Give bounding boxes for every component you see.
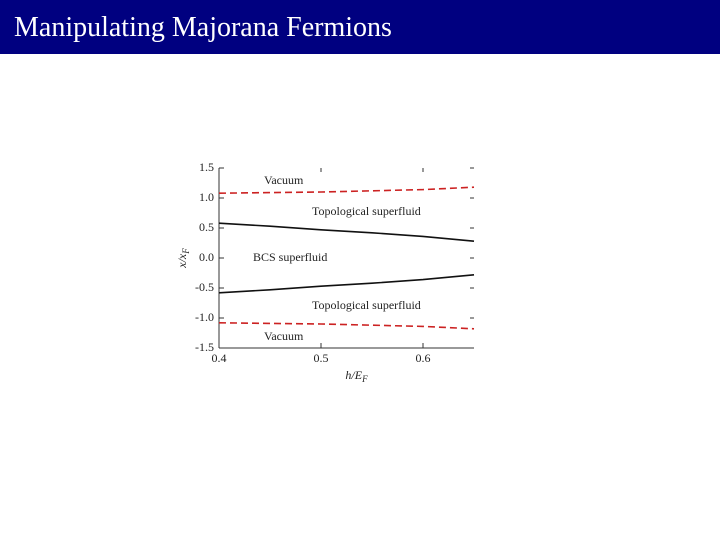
slide-title: Manipulating Majorana Fermions	[14, 12, 392, 43]
x-tick-label: 0.5	[314, 351, 329, 365]
x-tick-label: 0.6	[416, 351, 431, 365]
series-line	[218, 186, 475, 194]
x-axis-label-main: h/E	[345, 368, 362, 382]
y-axis-label-sub: F	[181, 248, 191, 255]
x-tick-label: 0.4	[212, 351, 227, 365]
y-tick-label: 0.0	[199, 250, 214, 264]
x-axis-label: h/EF	[345, 368, 368, 384]
y-tick-label: 1.5	[199, 160, 214, 174]
y-tick-label: -0.5	[195, 280, 214, 294]
region-label: Topological superfluid	[312, 204, 421, 218]
series-line	[218, 322, 475, 330]
y-tick-label: 1.0	[199, 190, 214, 204]
slide-header: Manipulating Majorana Fermions	[0, 0, 720, 54]
region-label: Vacuum	[264, 329, 304, 343]
x-axis-label-sub: F	[361, 374, 368, 384]
region-label: BCS superfluid	[253, 250, 327, 264]
y-axis-label-main: x/x	[175, 253, 189, 269]
region-label: Topological superfluid	[312, 298, 421, 312]
y-tick-label: -1.5	[195, 340, 214, 354]
y-tick-label: -1.0	[195, 310, 214, 324]
series-line	[218, 222, 475, 242]
y-axis-label: x/xF	[175, 248, 191, 269]
region-label: Vacuum	[264, 173, 304, 187]
series-line	[218, 274, 475, 294]
y-tick-label: 0.5	[199, 220, 214, 234]
